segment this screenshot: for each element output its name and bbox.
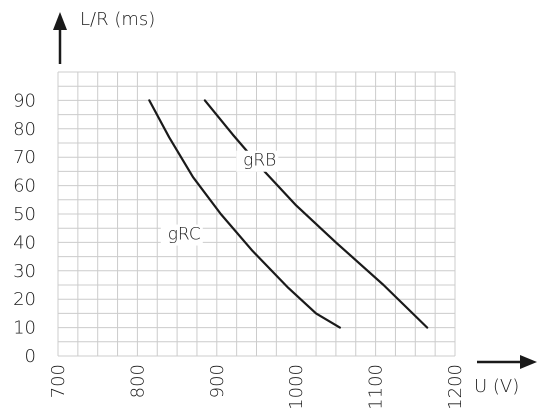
- x-tick-label: 1100: [366, 364, 387, 410]
- series-label-background: [160, 224, 203, 246]
- y-tick-label: 60: [13, 176, 36, 197]
- x-tick-labels: 700 800 900 1000 1100 1200: [48, 364, 466, 410]
- y-tick-label: 90: [13, 90, 36, 111]
- y-tick-labels: 0 10 20 30 40 50 60 70 80 90: [13, 90, 36, 367]
- x-tick-label: 1200: [445, 364, 466, 410]
- y-tick-label: 0: [25, 346, 36, 367]
- series-label-grc: gRC: [168, 225, 201, 245]
- y-tick-label: 50: [13, 204, 36, 225]
- series-line-grb: [203, 99, 429, 329]
- grid: [57, 71, 456, 357]
- x-tick-label: 1000: [286, 364, 307, 410]
- y-axis-arrowhead: [53, 12, 67, 30]
- y-axis-title: L/R (ms): [80, 9, 155, 30]
- y-tick-label: 10: [13, 318, 36, 339]
- y-tick-label: 30: [13, 261, 36, 282]
- series-label-background: [236, 150, 279, 172]
- series-line-grc: [148, 99, 341, 329]
- y-tick-label: 70: [13, 147, 36, 168]
- x-axis-arrowhead: [520, 355, 537, 369]
- x-tick-label: 700: [48, 364, 69, 398]
- x-tick-label: 800: [127, 364, 148, 398]
- series-lines: gRC gRB: [148, 99, 429, 329]
- y-tick-label: 20: [13, 289, 36, 310]
- y-tick-label: 40: [13, 232, 36, 253]
- x-axis-title: U (V): [474, 376, 519, 397]
- series-label-grb: gRB: [243, 151, 276, 171]
- x-tick-label: 900: [207, 364, 228, 398]
- y-tick-label: 80: [13, 119, 36, 140]
